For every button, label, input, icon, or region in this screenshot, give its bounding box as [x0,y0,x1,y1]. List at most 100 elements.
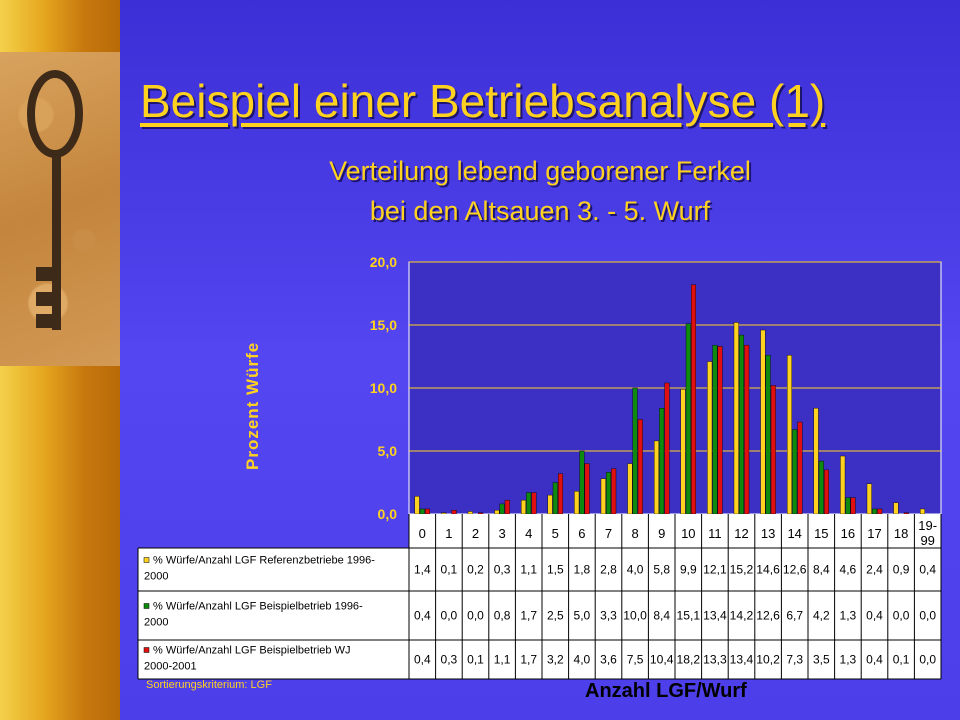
bar-referenz [521,499,527,515]
data-label: 4,6 [840,563,857,577]
data-label: 10,2 [756,653,780,667]
data-label: 14,2 [730,609,754,623]
bar-referenz [893,502,899,515]
data-label: 4,0 [627,563,644,577]
data-label: 15,1 [677,609,701,623]
x-tick-label: 10 [681,526,695,541]
bar-beispiel [792,429,798,515]
bar-wj [717,346,723,515]
legend-label: 2000 [144,571,168,583]
bar-wj [770,385,776,515]
bar-beispiel [579,450,585,515]
bar-referenz [467,511,473,515]
bar-beispiel [659,407,665,515]
y-tick-label: 15,0 [370,317,397,333]
x-tick-label: 13 [761,526,775,541]
bar-beispiel [685,323,691,515]
bar-beispiel [552,482,558,515]
data-label: 1,7 [520,609,537,623]
bar-wj [558,473,564,515]
bar-beispiel [606,472,612,515]
bar-beispiel [526,492,532,515]
bar-wj [584,463,590,515]
data-label: 0,1 [893,653,910,667]
data-label: 0,4 [866,609,883,623]
y-tick-label: 20,0 [370,254,397,270]
key-photo [0,52,120,366]
bar-referenz [813,407,819,515]
bar-beispiel [765,355,771,515]
y-axis-label: Prozent Würfe [243,341,262,470]
bar-referenz [547,494,553,515]
legend-label: % Würfe/Anzahl LGF Referenzbetriebe 1996… [153,555,375,567]
data-label: 0,4 [866,653,883,667]
x-tick-label: 16 [841,526,855,541]
data-label: 0,1 [467,653,484,667]
data-label: 0,0 [441,609,458,623]
x-tick-label: 18 [894,526,908,541]
x-tick-label: 11 [708,526,722,541]
data-label: 3,6 [600,653,617,667]
bar-wj [850,497,856,515]
legend-key [143,647,150,653]
data-label: 0,2 [467,563,484,577]
x-tick-label: 4 [525,526,532,541]
data-label: 1,4 [414,563,431,577]
x-tick-label: 19- [918,518,937,533]
x-tick-label: 15 [814,526,828,541]
data-label: 13,4 [703,609,727,623]
data-label: 1,5 [547,563,564,577]
data-label: 6,7 [786,609,803,623]
data-label: 12,1 [703,563,727,577]
legend-key [143,603,150,609]
data-label: 1,8 [574,563,591,577]
x-tick-label: 1 [445,526,452,541]
table-background [138,548,941,679]
data-label: 12,6 [783,563,807,577]
bar-beispiel [845,497,851,515]
data-label: 10,0 [623,609,647,623]
data-label: 1,1 [494,653,511,667]
bar-referenz [574,491,580,515]
data-label: 9,9 [680,563,697,577]
bar-beispiel [872,508,878,515]
x-tick-label: 7 [605,526,612,541]
data-label: 2,8 [600,563,617,577]
data-label: 2,4 [866,563,883,577]
bar-referenz [733,322,739,515]
data-label: 18,2 [677,653,701,667]
bar-wj [797,421,803,515]
data-label: 13,3 [703,653,727,667]
bar-referenz [760,329,766,515]
bar-wj [478,512,484,515]
bar-referenz [787,355,793,515]
subtitle-line-1: Verteilung lebend geborener Ferkel [329,156,751,186]
legend-label: 2000 [144,617,168,629]
x-tick-label: 14 [787,526,801,541]
data-label: 0,0 [893,609,910,623]
bar-referenz [600,478,606,515]
x-tick-label: 99 [920,533,934,548]
slide-title: Beispiel einer Betriebsanalyse (1) [140,75,826,127]
legend-label: % Würfe/Anzahl LGF Beispielbetrieb WJ [153,645,350,657]
data-label: 3,5 [813,653,830,667]
bar-wj [531,492,537,515]
data-label: 8,4 [653,609,670,623]
data-label: 0,4 [414,609,431,623]
x-tick-label: 5 [552,526,559,541]
data-label: 4,2 [813,609,830,623]
bar-wj [425,508,431,515]
data-label: 1,1 [520,563,537,577]
x-tick-label: 2 [472,526,479,541]
bar-referenz [494,510,500,515]
bar-beispiel [419,508,425,515]
bar-beispiel [739,334,745,515]
data-label: 7,3 [786,653,803,667]
data-label: 5,8 [653,563,670,577]
bar-referenz [707,361,713,515]
data-label: 3,3 [600,609,617,623]
x-tick-label: 17 [867,526,881,541]
bar-referenz [441,512,447,515]
x-axis-label: Anzahl LGF/Wurf [585,680,747,702]
